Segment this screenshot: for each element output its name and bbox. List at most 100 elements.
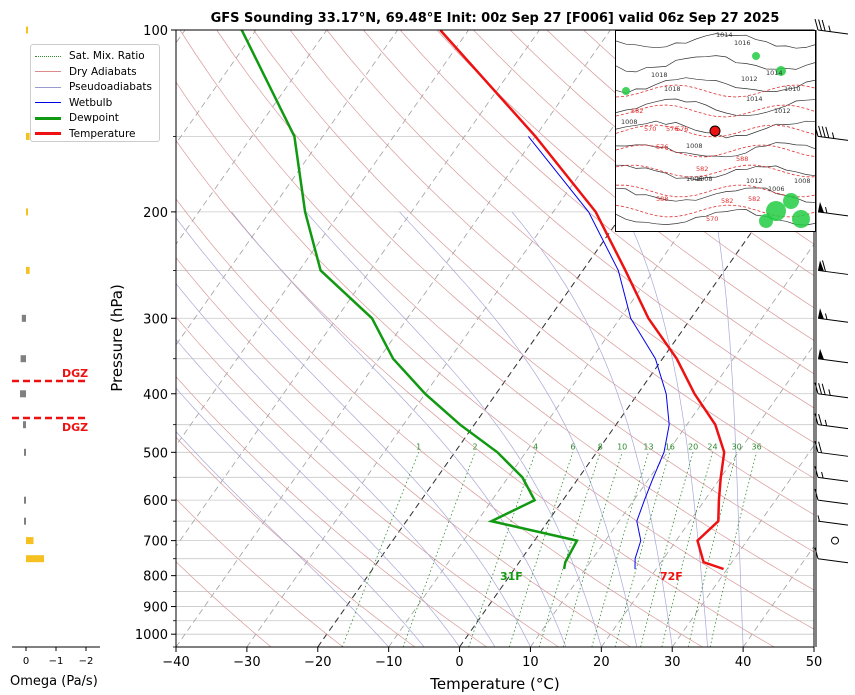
- pseudoadiabat-line: [176, 217, 531, 647]
- omega-bar: [20, 390, 26, 398]
- chart-legend: Sat. Mix. Ratio Dry Adiabats Pseudoadiabat…: [30, 44, 160, 142]
- wind-barb: [814, 382, 849, 399]
- inset-height-contour: [616, 124, 815, 138]
- barb-full: [818, 414, 823, 426]
- dry-adiabat-line: [176, 257, 631, 647]
- barb-staff: [817, 135, 849, 141]
- isotherm-line: [671, 444, 814, 647]
- wind-barb: [817, 308, 849, 323]
- inset-height-contour: [616, 84, 815, 98]
- dry-adiabat-line: [176, 198, 703, 647]
- isotherm-line: [813, 646, 814, 647]
- inset-map-label: 1008: [794, 177, 811, 185]
- barb-full: [821, 383, 826, 395]
- legend-item: Sat. Mix. Ratio: [35, 49, 145, 63]
- legend-label: Dry Adiabats: [69, 65, 137, 78]
- barb-full: [814, 441, 819, 453]
- barb-staff: [817, 358, 849, 364]
- inset-map-label: 1012: [774, 107, 791, 115]
- mixing-ratio-line: [709, 452, 757, 647]
- x-tick-label: 20: [593, 655, 610, 670]
- barb-flag: [818, 260, 824, 272]
- barb-full: [814, 413, 819, 425]
- dry-adiabat-line: [363, 30, 814, 409]
- omega-bar: [26, 132, 30, 140]
- surface-dewpoint-label: 31F: [500, 570, 523, 583]
- wind-barb: [814, 547, 849, 564]
- barb-flag: [818, 348, 824, 360]
- mixing-ratio-label: 20: [688, 442, 698, 451]
- mixing-ratio-line: [640, 452, 694, 647]
- omega-tick-label: −1: [49, 656, 64, 667]
- pseudoadiabat-line: [305, 211, 602, 647]
- mixing-ratio-line: [687, 452, 737, 647]
- inset-map-label: 1006: [768, 185, 785, 193]
- inset-map-label: 582: [696, 165, 708, 173]
- inset-precip: [776, 66, 786, 76]
- barb-staff: [817, 393, 849, 399]
- inset-map: 1014 1016 1018 1014 1012 1008 1008 1006 1008 1012…: [615, 30, 816, 232]
- barb-flag: [818, 201, 824, 213]
- mixing-ratio-label: 2: [472, 442, 477, 451]
- legend-label: Dewpoint: [69, 112, 119, 124]
- legend-swatch: [35, 55, 61, 57]
- barb-staff: [817, 424, 849, 430]
- dry-adiabat-line: [326, 30, 814, 444]
- inset-map-label: 1016: [734, 39, 751, 47]
- dry-adiabat-line: [253, 30, 814, 516]
- inset-map-label: 582: [631, 107, 643, 115]
- inset-map-label: 1008: [686, 142, 703, 150]
- pseudoadiabat-line: [176, 338, 460, 647]
- y-tick-label: 400: [143, 388, 168, 403]
- barb-staff: [817, 558, 849, 564]
- omega-panel: 0 −1 −2 DGZ DGZ Omega (Pa/s): [10, 26, 100, 689]
- inset-contour: [616, 33, 815, 49]
- mixing-ratio-label: 1: [416, 442, 421, 451]
- wind-barb: [814, 489, 849, 505]
- mixing-ratio-line: [591, 452, 649, 647]
- inset-contour: [616, 98, 815, 117]
- barb-full: [822, 260, 826, 272]
- dry-adiabat-line: [473, 30, 814, 309]
- pseudoadiabat-line: [176, 431, 389, 647]
- barb-full: [818, 383, 823, 395]
- wind-barb: [814, 413, 849, 430]
- mixing-ratio-line: [538, 452, 601, 647]
- mixing-ratio-label: 10: [617, 442, 627, 451]
- inset-precip: [792, 210, 810, 228]
- inset-map-label: 576: [666, 125, 678, 133]
- inset-height-contour: [616, 184, 815, 198]
- wind-barb: [814, 441, 849, 457]
- inset-contour: [616, 77, 815, 94]
- surface-temp-label: 72F: [660, 570, 683, 583]
- omega-bar: [23, 421, 26, 429]
- dry-adiabat-line: [216, 30, 814, 553]
- omega-bar: [24, 448, 26, 456]
- mixing-ratio-line: [341, 452, 420, 647]
- pseudoadiabat-line: [176, 387, 425, 647]
- isotherm-line: [388, 42, 814, 647]
- temperature-line: [439, 30, 726, 571]
- omega-bar: [24, 496, 26, 504]
- dry-adiabat-line: [176, 561, 272, 647]
- y-axis-label: Pressure (hPa): [108, 284, 126, 392]
- dewpoint-line: [240, 30, 579, 570]
- isotherm-line: [530, 243, 814, 647]
- plot-frame: [175, 29, 815, 648]
- barb-half: [828, 25, 831, 32]
- dry-adiabat-line: [176, 376, 487, 647]
- omega-bar: [26, 266, 30, 274]
- pseudoadiabat-line: [176, 283, 496, 647]
- mixing-ratio-label: 24: [707, 442, 717, 451]
- mixing-ratio-label: 4: [533, 442, 538, 451]
- inset-precip: [783, 193, 799, 209]
- legend-swatch: [35, 102, 61, 103]
- omega-bar: [26, 26, 28, 34]
- chart-title: GFS Sounding 33.17°N, 69.48°E Init: 00z …: [211, 11, 780, 26]
- pseudoadiabat-line: [231, 211, 567, 647]
- omega-bar: [20, 355, 26, 363]
- dry-adiabat-line: [399, 30, 814, 375]
- barb-half: [828, 389, 831, 396]
- legend-label: Sat. Mix. Ratio: [69, 50, 145, 62]
